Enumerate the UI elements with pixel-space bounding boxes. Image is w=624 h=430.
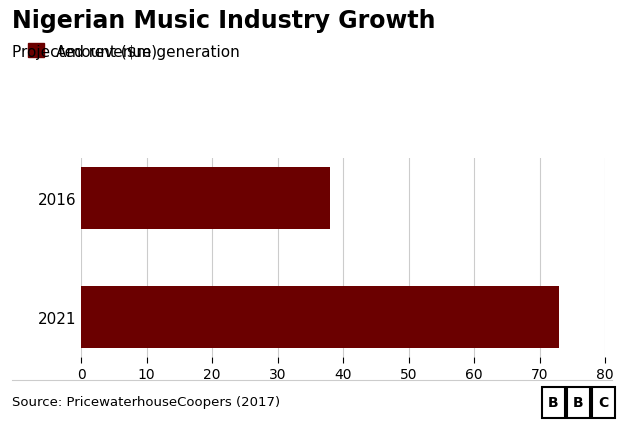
Text: B: B [548,396,559,409]
Bar [81,168,330,230]
Legend: Amount ($m): Amount ($m) [29,44,157,59]
Text: Source: PricewaterhouseCoopers (2017): Source: PricewaterhouseCoopers (2017) [12,396,281,408]
Text: C: C [598,396,608,409]
Bar [81,286,559,348]
Text: B: B [573,396,584,409]
Text: Nigerian Music Industry Growth: Nigerian Music Industry Growth [12,9,436,34]
Text: Projected revenue generation: Projected revenue generation [12,45,240,60]
